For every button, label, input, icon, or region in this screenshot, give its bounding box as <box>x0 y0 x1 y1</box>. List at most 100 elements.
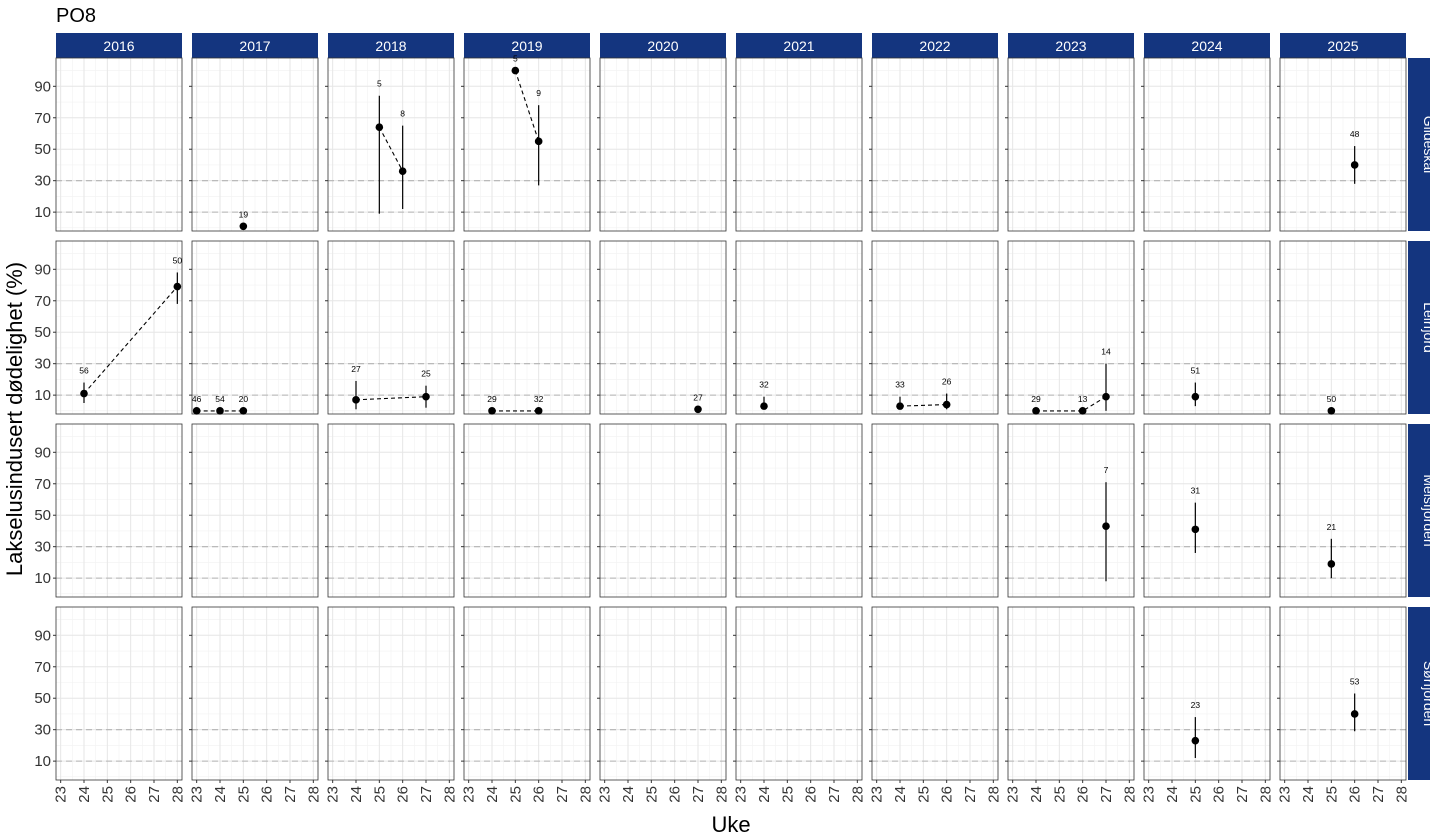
y-tick-label: 30 <box>34 722 51 739</box>
y-tick-label: 50 <box>34 690 51 707</box>
x-tick-label: 23 <box>1005 786 1022 803</box>
x-tick-label: 28 <box>577 786 594 803</box>
panel-border <box>191 57 319 232</box>
panel-border <box>191 606 319 781</box>
data-label: 33 <box>895 380 905 390</box>
x-tick-label: 26 <box>1347 786 1364 803</box>
data-label: 48 <box>1350 129 1360 139</box>
year-strip-label: 2025 <box>1327 38 1358 54</box>
panel-border <box>871 57 999 232</box>
x-tick-label: 23 <box>733 786 750 803</box>
panel-border <box>327 606 455 781</box>
data-label: 19 <box>239 209 249 219</box>
panel-border <box>1007 57 1135 232</box>
x-tick-label: 23 <box>325 786 342 803</box>
year-strip-label: 2019 <box>511 38 542 54</box>
panel-border <box>1279 57 1407 232</box>
x-tick-label: 25 <box>1187 786 1204 803</box>
panel-border <box>735 606 863 781</box>
data-label: 5 <box>513 54 518 64</box>
panel-border <box>1279 606 1407 781</box>
data-point <box>1191 392 1200 401</box>
y-tick-label: 10 <box>34 204 51 221</box>
x-tick-label: 26 <box>803 786 820 803</box>
data-label: 50 <box>173 255 183 265</box>
x-tick-label: 24 <box>1164 786 1181 803</box>
panel-border <box>1007 423 1135 598</box>
region-strip-label: Meisfjorden <box>1421 474 1437 546</box>
data-point <box>694 405 702 414</box>
x-tick-label: 24 <box>348 786 365 803</box>
x-tick-label: 28 <box>1121 786 1138 803</box>
data-point <box>534 137 543 146</box>
data-label: 23 <box>1191 700 1201 710</box>
x-tick-label: 26 <box>531 786 548 803</box>
x-tick-label: 27 <box>418 786 435 803</box>
x-tick-label: 27 <box>1234 786 1251 803</box>
x-tick-label: 25 <box>1323 786 1340 803</box>
panel-border <box>1279 423 1407 598</box>
series-line <box>899 404 947 407</box>
data-point <box>1191 525 1200 534</box>
facet-panel <box>53 423 183 598</box>
data-label: 9 <box>536 88 541 98</box>
facet-panel <box>1277 606 1407 781</box>
data-label: 26 <box>942 377 952 387</box>
data-point <box>1327 560 1336 568</box>
data-label: 32 <box>759 380 769 390</box>
x-tick-label: 26 <box>123 786 140 803</box>
panel-border <box>871 240 999 415</box>
region-strip-label: Leirfjord <box>1421 302 1437 353</box>
panel-border <box>735 423 863 598</box>
data-label: 50 <box>1327 394 1337 404</box>
panel-border <box>463 240 591 415</box>
facet-panel <box>461 240 591 415</box>
x-tick-label: 25 <box>235 786 252 803</box>
x-tick-label: 28 <box>169 786 186 803</box>
x-tick-label: 25 <box>99 786 116 803</box>
data-point <box>422 392 430 401</box>
panel-border <box>327 423 455 598</box>
data-label: 29 <box>1031 394 1041 404</box>
x-tick-label: 26 <box>667 786 684 803</box>
data-label: 8 <box>400 109 405 119</box>
data-point <box>375 123 384 131</box>
panel-border <box>55 423 183 598</box>
facet-panel <box>733 240 863 415</box>
panel-border <box>1007 606 1135 781</box>
panel-border <box>735 240 863 415</box>
data-label: 7 <box>1104 465 1109 475</box>
data-label: 32 <box>534 394 544 404</box>
facet-panel <box>597 240 727 415</box>
year-strip-label: 2017 <box>239 38 270 54</box>
panel-border <box>191 240 319 415</box>
data-point <box>1191 736 1200 745</box>
y-tick-label: 70 <box>34 659 51 676</box>
x-tick-label: 28 <box>1393 786 1410 803</box>
x-tick-label: 23 <box>53 786 70 803</box>
data-point <box>1327 407 1336 415</box>
data-point <box>1350 710 1359 718</box>
facet-panel <box>869 57 999 232</box>
y-tick-label: 30 <box>34 539 51 556</box>
x-axis-title: Uke <box>711 812 750 837</box>
x-tick-label: 26 <box>939 786 956 803</box>
year-strip <box>1008 33 1134 58</box>
data-point <box>173 282 182 291</box>
panel-border <box>1143 423 1271 598</box>
facet-panel <box>597 606 727 781</box>
y-tick-label: 90 <box>34 261 51 278</box>
facet-panel <box>1141 606 1271 781</box>
x-tick-label: 26 <box>1075 786 1092 803</box>
year-strip <box>1280 33 1406 58</box>
x-tick-label: 28 <box>441 786 458 803</box>
x-tick-label: 24 <box>756 786 773 803</box>
y-tick-label: 10 <box>34 387 51 404</box>
x-tick-label: 27 <box>1098 786 1115 803</box>
data-label: 27 <box>351 364 361 374</box>
year-strip-label: 2022 <box>919 38 950 54</box>
year-strip <box>328 33 454 58</box>
y-tick-label: 10 <box>34 753 51 770</box>
data-label: 14 <box>1101 347 1111 357</box>
